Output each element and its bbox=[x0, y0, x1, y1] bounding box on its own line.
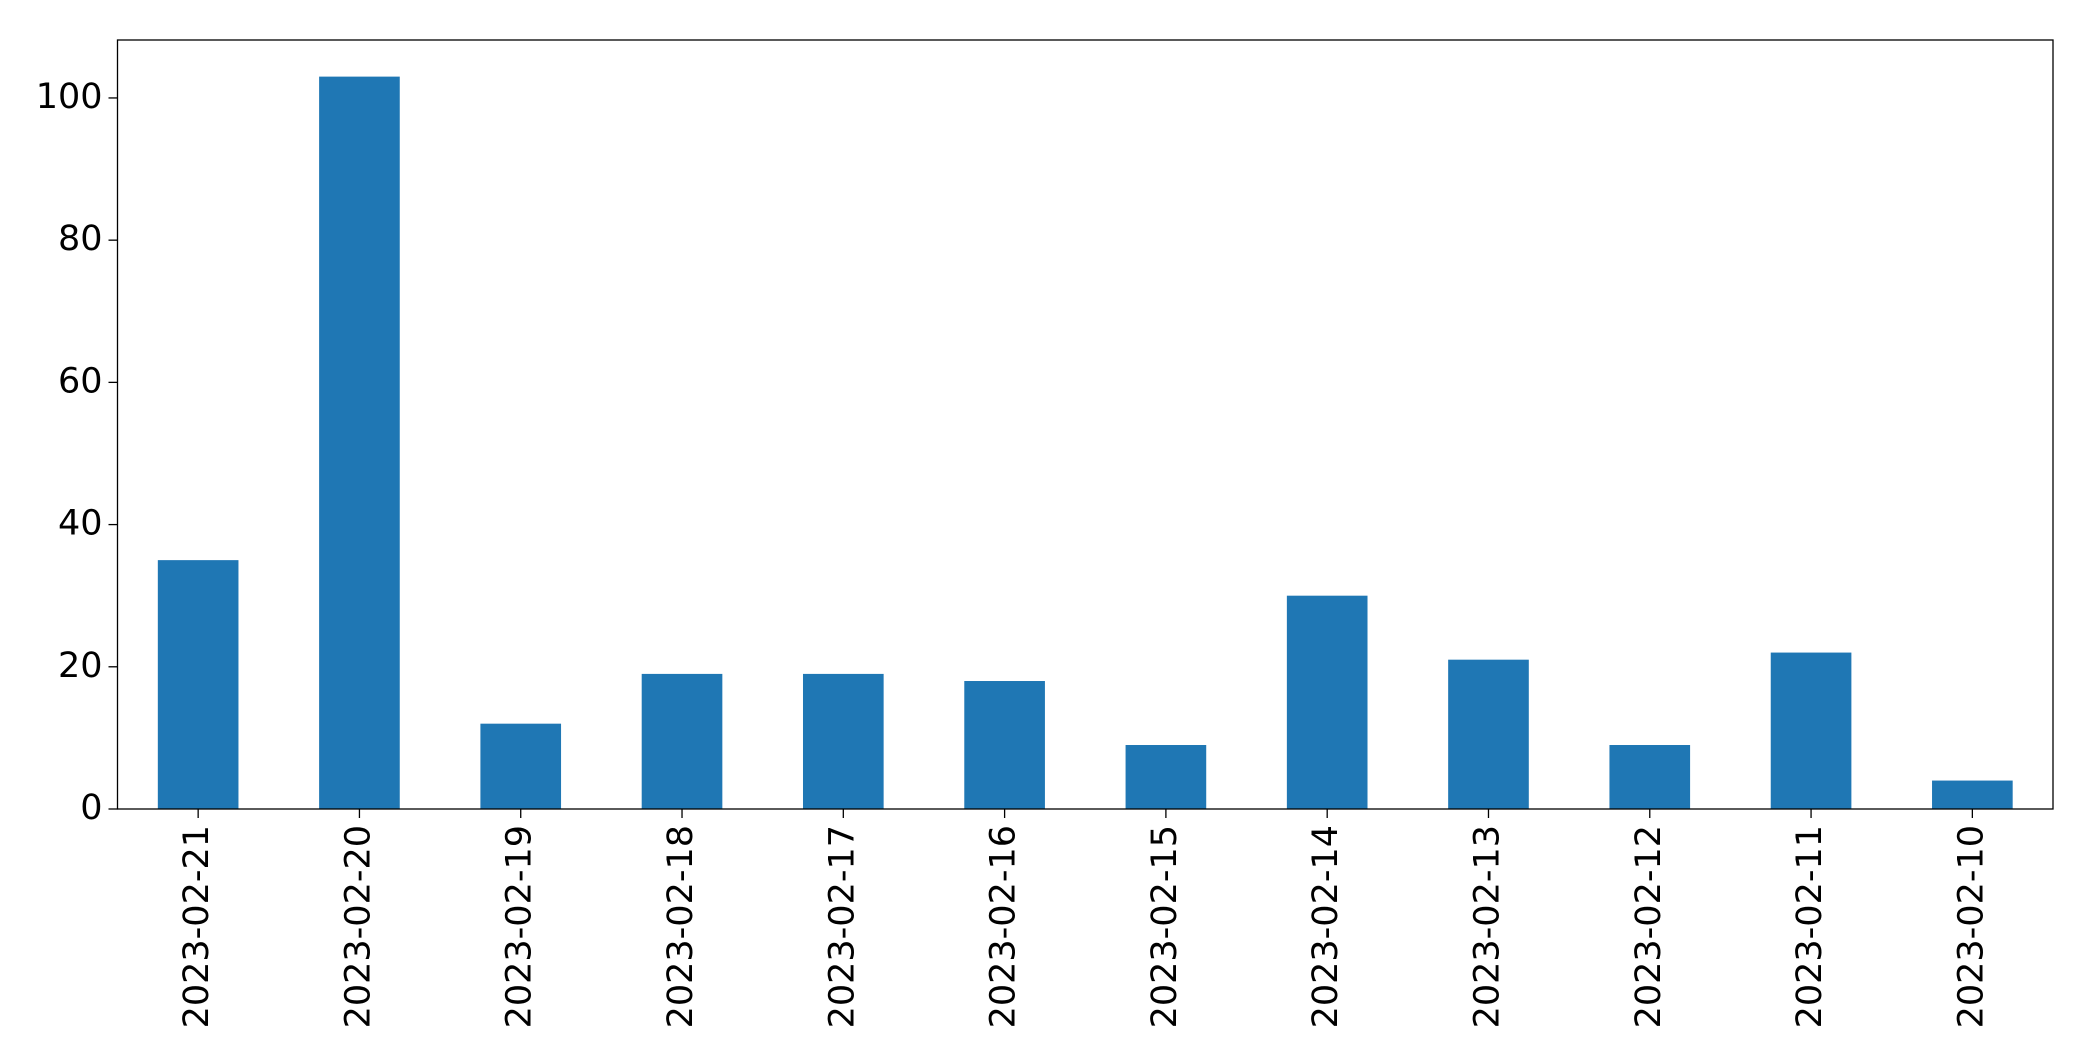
y-tick-label: 80 bbox=[58, 219, 103, 259]
y-tick-label: 40 bbox=[58, 504, 103, 544]
y-tick-label: 60 bbox=[58, 361, 103, 401]
x-tick-label: 2023-02-21 bbox=[177, 825, 217, 1028]
bar bbox=[1770, 652, 1852, 809]
bar bbox=[1125, 745, 1207, 809]
y-tick-label: 20 bbox=[58, 646, 103, 686]
plot-frame bbox=[116, 39, 2054, 810]
x-tick-label: 2023-02-10 bbox=[1951, 825, 1991, 1028]
bar bbox=[480, 723, 562, 809]
bar bbox=[802, 673, 884, 809]
x-tick-label: 2023-02-16 bbox=[984, 825, 1024, 1028]
bar bbox=[1286, 595, 1368, 809]
bar bbox=[641, 673, 723, 809]
bar bbox=[964, 681, 1045, 809]
bar bbox=[319, 76, 400, 810]
y-tick-label: 100 bbox=[36, 77, 103, 117]
bar bbox=[1609, 745, 1691, 809]
x-tick-label: 2023-02-12 bbox=[1629, 825, 1669, 1028]
x-tick-label: 2023-02-17 bbox=[822, 825, 862, 1028]
x-tick-label: 2023-02-13 bbox=[1467, 825, 1507, 1028]
bar bbox=[1448, 659, 1529, 809]
bar bbox=[1932, 780, 2013, 809]
x-tick-label: 2023-02-20 bbox=[338, 825, 378, 1028]
x-tick-label: 2023-02-18 bbox=[661, 825, 701, 1028]
bar bbox=[157, 560, 239, 809]
y-tick-label: 0 bbox=[80, 788, 102, 828]
x-tick-label: 2023-02-19 bbox=[500, 825, 540, 1028]
x-tick-label: 2023-02-14 bbox=[1306, 825, 1346, 1028]
x-tick-label: 2023-02-15 bbox=[1145, 825, 1185, 1028]
x-tick-label: 2023-02-11 bbox=[1790, 825, 1830, 1028]
